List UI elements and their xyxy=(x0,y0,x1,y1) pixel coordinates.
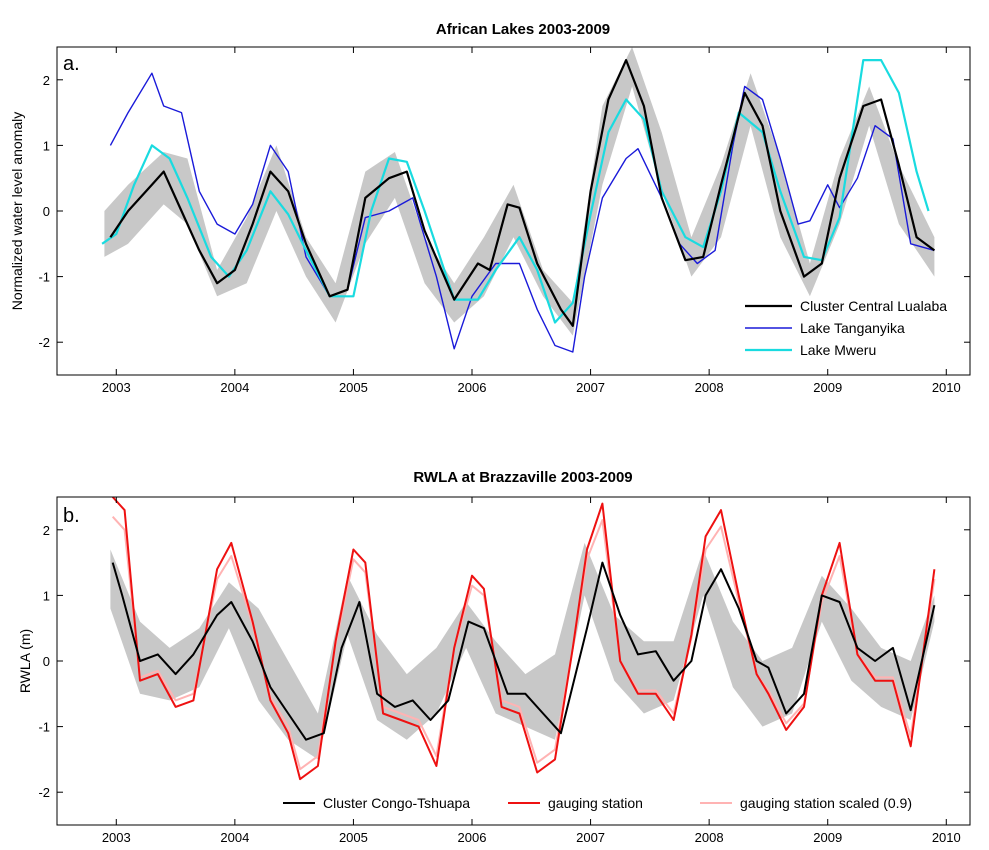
panel-a-series-line-2 xyxy=(109,72,935,353)
legend-b-label-3: gauging station scaled (0.9) xyxy=(740,795,912,811)
panel-a-label: a. xyxy=(63,53,80,75)
panel-b-series-line-2 xyxy=(111,496,936,781)
y-tick-label: -1 xyxy=(38,270,50,285)
panel-b-legend: Cluster Congo-Tshuapa gauging station gaug… xyxy=(283,795,912,811)
legend-b-label-1: Cluster Congo-Tshuapa xyxy=(323,795,470,811)
x-tick-label: 2006 xyxy=(458,830,487,845)
panel-b-title: RWLA at Brazzaville 2003-2009 xyxy=(413,469,632,486)
panel-a-chart: African Lakes 2003-2009 2003 2004 2005 2006… xyxy=(9,21,971,395)
panel-a-series-line-1 xyxy=(109,58,936,327)
x-tick-label: 2010 xyxy=(932,830,961,845)
x-tick-label: 2006 xyxy=(458,380,487,395)
panel-a-title: African Lakes 2003-2009 xyxy=(436,21,610,38)
y-tick-label: 2 xyxy=(43,73,50,88)
x-tick-label: 2003 xyxy=(102,830,131,845)
x-tick-label: 2007 xyxy=(576,830,605,845)
y-tick-label: 1 xyxy=(43,138,50,153)
x-tick-label: 2004 xyxy=(220,830,249,845)
x-tick-label: 2008 xyxy=(695,380,724,395)
y-tick-label: 2 xyxy=(43,523,50,538)
panel-b-chart: RWLA at Brazzaville 2003-2009 2003 2004 20… xyxy=(17,469,971,845)
panel-b-ylabel: RWLA (m) xyxy=(17,629,33,693)
x-tick-label: 2005 xyxy=(339,380,368,395)
x-tick-label: 2009 xyxy=(813,380,842,395)
legend-b-label-2: gauging station xyxy=(548,795,643,811)
legend-a-label-1: Cluster Central Lualaba xyxy=(800,298,947,314)
y-tick-label: -2 xyxy=(38,785,50,800)
x-tick-label: 2010 xyxy=(932,380,961,395)
panel-b-series-line-1 xyxy=(111,561,936,741)
y-tick-label: 1 xyxy=(43,588,50,603)
x-tick-label: 2005 xyxy=(339,830,368,845)
y-tick-label: -1 xyxy=(38,720,50,735)
x-tick-label: 2008 xyxy=(695,830,724,845)
x-tick-label: 2004 xyxy=(220,380,249,395)
x-tick-label: 2009 xyxy=(813,830,842,845)
panel-a-uncertainty-band xyxy=(104,47,935,336)
panel-b-label: b. xyxy=(63,505,80,527)
y-tick-label: 0 xyxy=(43,654,50,669)
panel-a-ylabel: Normalized water level anomaly xyxy=(9,112,25,310)
panel-a-legend: Cluster Central Lualaba Lake Tanganyika La… xyxy=(745,298,947,358)
x-tick-label: 2003 xyxy=(102,380,131,395)
x-tick-label: 2007 xyxy=(576,380,605,395)
legend-a-label-3: Lake Mweru xyxy=(800,342,876,358)
y-tick-label: 0 xyxy=(43,204,50,219)
y-tick-label: -2 xyxy=(38,335,50,350)
legend-a-label-2: Lake Tanganyika xyxy=(800,320,905,336)
